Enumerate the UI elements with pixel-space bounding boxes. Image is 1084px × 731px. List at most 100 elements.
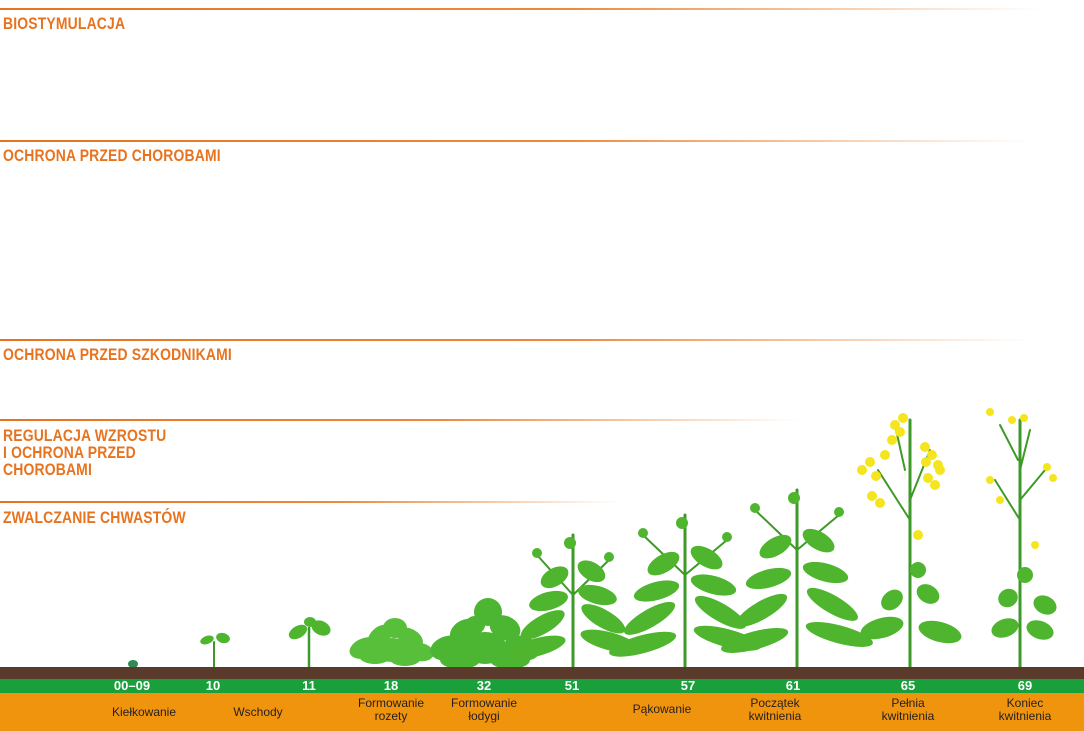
rapeseed-flower xyxy=(986,408,994,416)
plant-stem xyxy=(1019,469,1046,501)
plant-leaf xyxy=(624,601,676,635)
plant-leaf xyxy=(216,632,230,644)
rapeseed-flower xyxy=(913,530,923,540)
rapeseed-flower xyxy=(887,435,897,445)
stage-code: 32 xyxy=(476,678,492,693)
rapeseed-flower xyxy=(890,420,900,430)
plant-leaf xyxy=(489,615,521,641)
section-title-szkodniki: OCHRONA PRZED SZKODNIKAMI xyxy=(3,345,232,364)
section-line-chwasty xyxy=(0,501,620,503)
plant-stem xyxy=(877,469,911,521)
stage-code: 51 xyxy=(564,678,580,693)
plant-leaf xyxy=(389,650,421,666)
plant-leaf xyxy=(540,566,569,589)
plant-leaf xyxy=(1033,595,1057,615)
stage-code: 18 xyxy=(383,678,399,693)
rapeseed-flower xyxy=(898,413,908,423)
plant-leaf xyxy=(638,528,648,538)
plant-leaf xyxy=(805,621,873,647)
rapeseed-flower xyxy=(930,480,940,490)
stage-code: 57 xyxy=(680,678,696,693)
stage-code: 61 xyxy=(785,678,801,693)
plant-leaf xyxy=(311,620,331,636)
plant-leaf xyxy=(529,590,569,612)
stage-name-bar xyxy=(0,693,1084,731)
stage-name-koniec-kwitnienia: Koniec kwitnienia xyxy=(998,696,1052,723)
section-title-regulacja: REGULACJA WZROSTU I OCHRONA PRZED CHOROB… xyxy=(3,426,167,479)
plant-leaf xyxy=(690,545,723,570)
plant-leaf xyxy=(1017,567,1033,583)
plant-leaf xyxy=(802,528,835,553)
plant-leaf xyxy=(750,503,760,513)
rapeseed-flower xyxy=(871,471,881,481)
plant-leaf xyxy=(910,562,926,578)
rapeseed-flower xyxy=(996,496,1004,504)
stage-name-pelnia-kwitnienia: Pełnia kwitnienia xyxy=(881,696,935,723)
rapeseed-flower xyxy=(867,491,877,501)
rapeseed-flower xyxy=(920,442,930,452)
plant-leaf xyxy=(200,635,214,645)
rapeseed-flower xyxy=(921,457,931,467)
plant-leaf xyxy=(722,532,732,542)
rapeseed-flower xyxy=(865,457,875,467)
bbch-code-bar xyxy=(0,679,1084,693)
plant-leaf xyxy=(860,616,904,640)
plant-leaf xyxy=(359,648,391,664)
plant-leaf xyxy=(918,620,962,644)
plant-leaf xyxy=(465,616,485,634)
rapeseed-flower xyxy=(857,465,867,475)
soil-strip xyxy=(0,667,1084,679)
plant-leaf xyxy=(577,560,606,583)
plant-leaf xyxy=(759,534,792,559)
plant-stem xyxy=(1019,429,1031,471)
plant-leaf xyxy=(736,593,788,627)
plant-leaf xyxy=(288,624,308,640)
plant-leaf xyxy=(532,548,542,558)
plant-leaf xyxy=(577,584,617,606)
plant-leaf xyxy=(609,631,677,657)
stage-code: 11 xyxy=(302,678,316,693)
rapeseed-flower xyxy=(1008,416,1016,424)
stage-name-kielkowanie: Kiełkowanie xyxy=(111,705,177,719)
rapeseed-flower xyxy=(875,498,885,508)
plant-leaf xyxy=(991,618,1019,638)
plant-leaf xyxy=(507,635,566,659)
plant-leaf xyxy=(998,588,1018,608)
stage-name-poczatek-kwitnienia: Początek kwitnienia xyxy=(748,696,802,723)
section-line-regulacja xyxy=(0,419,800,421)
stage-name-pakowanie: Pąkowanie xyxy=(632,702,692,716)
plant-leaf xyxy=(916,584,940,604)
plant-leaf xyxy=(694,595,746,629)
rapeseed-flower xyxy=(1031,541,1039,549)
rapeseed-flower xyxy=(927,450,937,460)
plant-leaf xyxy=(802,561,849,584)
plant-leaf xyxy=(581,604,626,634)
plant-leaf xyxy=(721,627,789,653)
stage-code: 65 xyxy=(900,678,916,693)
plant-leaf xyxy=(834,507,844,517)
stage-name-formowanie-rozety: Formowanie rozety xyxy=(357,696,425,723)
plant-leaf xyxy=(604,552,614,562)
section-line-choroby xyxy=(0,140,1030,142)
rapeseed-flower xyxy=(1020,414,1028,422)
stage-code: 10 xyxy=(205,678,221,693)
plant-leaf xyxy=(788,492,800,504)
stage-code: 69 xyxy=(1017,678,1033,693)
plant-leaf xyxy=(745,567,792,590)
plant-leaf xyxy=(564,537,576,549)
section-line-biostymulacja xyxy=(0,8,1040,10)
seed xyxy=(128,660,138,668)
stage-name-formowanie-lodygi: Formowanie łodygi xyxy=(450,696,518,723)
plant-leaf xyxy=(647,551,680,576)
rapeseed-flower xyxy=(1049,474,1057,482)
plant-stem xyxy=(994,479,1021,521)
rapeseed-flower xyxy=(923,473,933,483)
plant-leaf xyxy=(1026,620,1054,640)
stage-name-wschody: Wschody xyxy=(233,705,283,719)
plant-leaf xyxy=(440,651,480,669)
plant-stem xyxy=(999,424,1019,461)
plant-leaf xyxy=(633,580,680,602)
section-line-szkodniki xyxy=(0,339,1030,341)
stage-code: 00–09 xyxy=(113,678,151,693)
